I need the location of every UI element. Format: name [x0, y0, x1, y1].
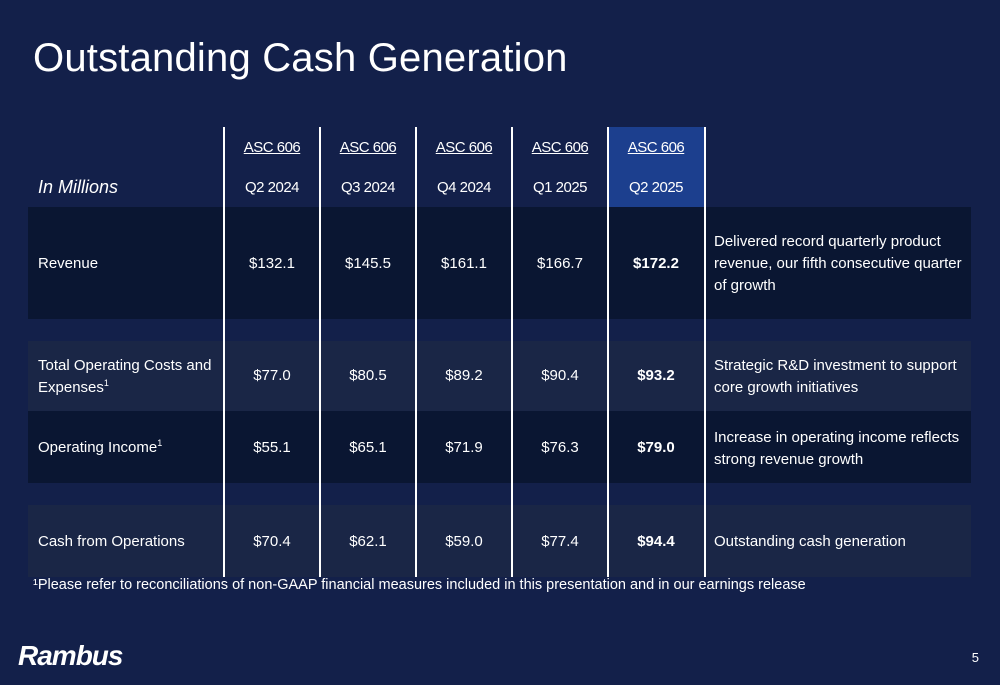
table-cell-current: $93.2 — [637, 367, 675, 384]
table-cell-current: $79.0 — [637, 439, 675, 456]
table-cell: $65.1 — [349, 439, 387, 456]
column-divider — [607, 127, 609, 577]
table-cell-current: $94.4 — [637, 533, 675, 550]
row-comment: Outstanding cash generation — [714, 533, 906, 550]
column-period: Q4 2024 — [436, 179, 492, 196]
current-quarter-highlight — [608, 127, 704, 207]
row-label-revenue: Revenue — [38, 255, 99, 272]
table-cell: $90.4 — [541, 367, 579, 384]
row-comment: Strategic R&D investment to support core… — [714, 357, 957, 396]
row-label-operating-costs: Total Operating Costs and Expenses1 — [38, 357, 212, 396]
page-number: 5 — [971, 650, 979, 665]
column-period: Q2 2024 — [244, 179, 300, 196]
column-divider — [223, 127, 225, 577]
table-cell: $62.1 — [349, 533, 387, 550]
column-basis: ASC 606 — [435, 139, 493, 156]
column-period: Q3 2024 — [340, 179, 396, 196]
table-cell: $71.9 — [445, 439, 483, 456]
column-basis: ASC 606 — [627, 139, 685, 156]
slide-title: Outstanding Cash Generation — [33, 36, 568, 80]
row-label-cash-from-operations: Cash from Operations — [38, 533, 185, 550]
footnote-mark: 1 — [103, 378, 109, 388]
table-cell: $70.4 — [253, 533, 291, 550]
table-cell: $166.7 — [537, 255, 583, 272]
footnote-mark: 1 — [157, 438, 163, 448]
column-basis: ASC 606 — [243, 139, 301, 156]
column-basis: ASC 606 — [531, 139, 589, 156]
column-divider — [319, 127, 321, 577]
column-divider — [511, 127, 513, 577]
table-cell-current: $172.2 — [633, 255, 679, 272]
row-comment: Delivered record quarterly product reven… — [714, 233, 962, 294]
row-band-cash-from-operations — [28, 505, 971, 577]
table-cell: $77.4 — [541, 533, 579, 550]
row-band-operating-costs — [28, 341, 971, 411]
rambus-logo: Rambus — [18, 640, 123, 671]
units-label: In Millions — [38, 177, 119, 197]
table-cell: $55.1 — [253, 439, 291, 456]
row-comment: Increase in operating income reflects st… — [714, 429, 960, 468]
table-cell: $89.2 — [445, 367, 483, 384]
row-band-operating-income — [28, 411, 971, 483]
column-period: Q1 2025 — [532, 179, 588, 196]
table-cell: $59.0 — [445, 533, 483, 550]
financial-table: In Millions ASC 606 Q2 2024 ASC 606 Q3 2… — [28, 127, 971, 577]
column-period: Q2 2025 — [628, 179, 684, 196]
column-basis: ASC 606 — [339, 139, 397, 156]
row-band-revenue — [28, 207, 971, 319]
column-divider — [704, 127, 706, 577]
row-label-operating-income: Operating Income1 — [38, 438, 163, 457]
table-cell: $76.3 — [541, 439, 579, 456]
column-divider — [415, 127, 417, 577]
table-cell: $77.0 — [253, 367, 291, 384]
footnote: ¹Please refer to reconciliations of non-… — [33, 577, 806, 593]
table-cell: $161.1 — [441, 255, 487, 272]
table-cell: $132.1 — [249, 255, 295, 272]
table-cell: $80.5 — [349, 367, 387, 384]
table-cell: $145.5 — [345, 255, 391, 272]
